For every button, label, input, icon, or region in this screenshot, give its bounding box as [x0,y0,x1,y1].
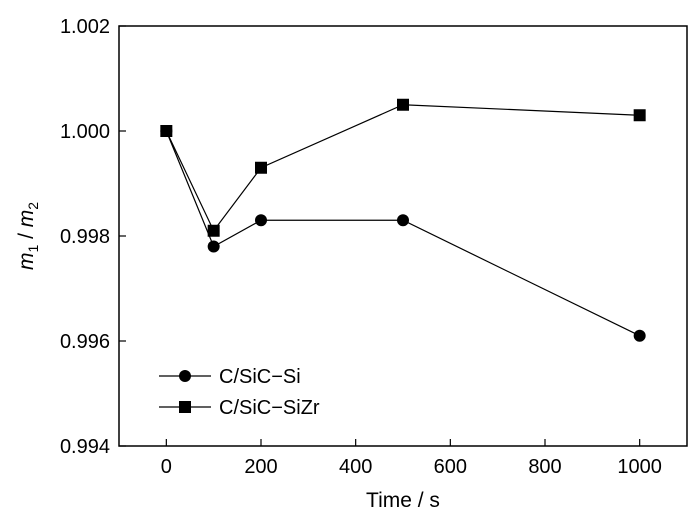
data-point-circle [255,214,267,227]
series-layer [160,98,646,342]
legend-label-sizr: C/SiC−SiZr [219,397,320,419]
y-axis-ticks: 0.994 0.996 0.998 1.000 1.002 [60,16,126,458]
data-point-circle [633,329,646,342]
x-tick-label: 600 [434,456,467,478]
y-tick-label: 1.000 [60,121,110,143]
data-point-square [160,125,173,137]
x-axis-title: Time / s [366,489,440,512]
data-point-square [207,224,220,237]
legend-marker-sizr [179,401,191,413]
y-tick-label: 0.998 [60,226,110,248]
x-tick-label: 800 [528,456,561,478]
legend-label-si: C/SiC−Si [219,366,301,388]
data-point-square [397,98,409,111]
series-line-0 [165,130,640,337]
y-tick-label: 0.996 [60,331,110,353]
x-axis-ticks: 0 200 400 600 800 1000 [161,439,662,478]
series-line-1 [165,104,640,232]
legend-marker-si [179,370,191,382]
y-axis-title: m1 / m2 [15,202,41,270]
x-tick-label: 400 [339,456,372,478]
data-point-square [255,161,267,174]
x-tick-label: 200 [244,456,277,478]
data-point-circle [207,240,220,253]
y-tick-label: 0.994 [60,436,110,458]
plot-frame [118,25,688,447]
x-tick-label: 0 [161,456,172,478]
data-point-square [633,109,646,122]
y-tick-label: 1.002 [60,16,110,38]
data-point-circle [397,214,409,227]
legend: C/SiC−Si C/SiC−SiZr [159,366,320,419]
x-tick-label: 1000 [617,456,662,478]
